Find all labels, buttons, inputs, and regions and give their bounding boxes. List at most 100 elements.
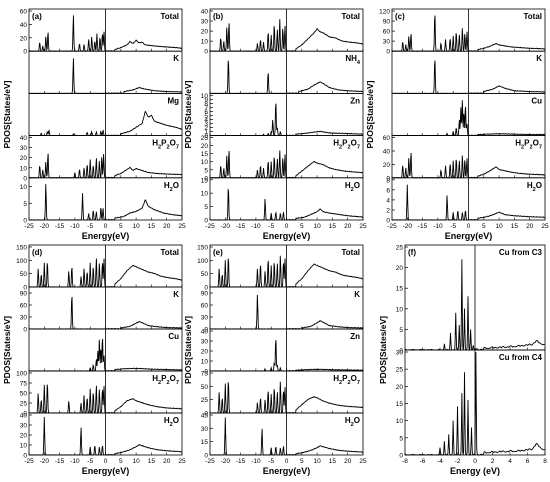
chart-letter-label: (d) <box>32 248 43 257</box>
x-tick-label: 25 <box>178 458 186 465</box>
panel-species-label: Total <box>160 248 179 257</box>
pdos-subpanel: 0 30 60 90 K <box>201 286 364 334</box>
panel-species-label: Zn <box>350 332 360 341</box>
x-axis-label: Energy(eV) <box>263 466 311 476</box>
pdos-subpanel: 0 25 50 75 100 H2P2O7 <box>16 371 183 418</box>
y-tick-label: 100 <box>16 371 27 378</box>
x-tick-label: 20 <box>526 223 534 230</box>
pdos-subpanel: 0 5 10 15 20 25 30 Cu from C4 <box>396 350 546 460</box>
x-tick-label: 0 <box>104 223 108 230</box>
panel-species-label: Cu <box>531 96 542 105</box>
pdos-subpanel: 0 30 60 90 K <box>20 286 183 334</box>
panel-species-label: H2O <box>345 416 360 428</box>
panel-species-label: Cu from C3 <box>499 248 543 257</box>
y-tick-label: 25 <box>201 135 209 142</box>
x-axis-label: Energy(eV) <box>82 231 130 241</box>
panel-species-label: H2P2O7 <box>333 374 360 386</box>
y-tick-label: 40 <box>20 413 28 420</box>
x-tick-label: -15 <box>236 223 246 230</box>
chart-c: 0 30 60 90 120 Total K Cu 0 20 40 60 H2P2O7 0 2 4 6 8 H2O (… <box>365 9 549 242</box>
y-tick-label: 40 <box>201 329 209 336</box>
pdos-subpanel: K <box>28 50 183 94</box>
y-tick-label: 0 <box>23 327 27 334</box>
panel-species-label: H2O <box>345 181 360 193</box>
y-tick-label: 8 <box>386 177 390 184</box>
x-axis-label: Energy(eV) <box>445 231 493 241</box>
pdos-subpanel: K <box>391 50 546 94</box>
y-tick-label: 25 <box>396 245 404 252</box>
x-tick-label: 0 <box>467 223 471 230</box>
pdos-subpanel: 0 20 40 60 Total <box>20 9 183 56</box>
panel-species-label: H2P2O7 <box>333 139 360 151</box>
y-tick-label: 50 <box>201 384 209 391</box>
x-tick-label: -2 <box>455 458 461 465</box>
panel-species-label: K <box>536 54 542 63</box>
y-tick-label: 20 <box>201 349 209 356</box>
y-tick-label: 0 <box>386 175 390 182</box>
x-tick-label: 4 <box>508 458 512 465</box>
y-tick-label: 5 <box>204 113 208 120</box>
panel-species-label: H2O <box>164 181 179 193</box>
panel-species-label: H2P2O7 <box>152 139 179 151</box>
x-tick-label: 0 <box>473 458 477 465</box>
x-tick-label: 20 <box>163 458 171 465</box>
x-tick-label: 10 <box>495 223 503 230</box>
y-tick-label: 5 <box>399 435 403 442</box>
y-tick-label: 15 <box>201 439 209 446</box>
y-axis-label: PDOS[States/eV] <box>2 80 12 148</box>
x-axis-label: Energy (eV) <box>450 466 500 476</box>
y-tick-label: 10 <box>396 306 404 313</box>
y-tick-label: 15 <box>396 286 404 293</box>
pdos-subpanel: 0 5 10 15 20 25 Cu from C3 <box>396 245 546 355</box>
x-tick-label: 0 <box>285 223 289 230</box>
y-tick-label: 7 <box>204 105 208 112</box>
chart-letter-label: (b) <box>213 12 224 21</box>
y-tick-label: 10 <box>20 443 28 450</box>
x-tick-label: -20 <box>40 458 50 465</box>
pdos-subpanel: 0 30 60 90 120 Total <box>379 9 546 56</box>
y-tick-label: 60 <box>383 29 391 36</box>
y-tick-label: 20 <box>201 143 209 150</box>
y-tick-label: 1 <box>204 129 208 136</box>
pdos-subpanel: Mg <box>28 93 183 137</box>
chart-letter-label: (f) <box>408 248 416 257</box>
y-tick-label: 25 <box>396 367 404 374</box>
x-tick-label: -15 <box>236 458 246 465</box>
panel-species-label: Total <box>341 12 360 21</box>
y-tick-label: 0 <box>23 453 27 460</box>
y-tick-label: 90 <box>20 291 28 298</box>
x-tick-label: 0 <box>285 458 289 465</box>
y-tick-label: 100 <box>197 258 208 265</box>
y-tick-label: 0 <box>204 369 208 376</box>
x-tick-label: 20 <box>344 458 352 465</box>
y-tick-label: 15 <box>396 401 404 408</box>
x-tick-label: 5 <box>300 458 304 465</box>
x-tick-label: -10 <box>433 223 443 230</box>
y-tick-label: 40 <box>20 22 28 29</box>
y-axis-label: PDOS[States/eV] <box>183 80 193 148</box>
y-tick-label: 30 <box>201 339 209 346</box>
y-tick-label: 30 <box>383 39 391 46</box>
panel-species-label: Total <box>160 12 179 21</box>
x-tick-label: -15 <box>55 458 65 465</box>
panel-species-label: H2P2O7 <box>515 139 542 151</box>
y-tick-label: 50 <box>20 271 28 278</box>
y-tick-label: 60 <box>383 135 391 142</box>
y-tick-label: 30 <box>201 426 209 433</box>
y-tick-label: 0 <box>23 285 27 292</box>
y-axis-label: PDOS[States/eV] <box>378 316 388 384</box>
x-tick-label: 10 <box>313 223 321 230</box>
y-axis-label: PDOS[States/eV] <box>2 316 12 384</box>
panel-species-label: Zn <box>350 96 360 105</box>
chart-a: 0 20 40 60 Total K Mg 0 10 20 30 40 H2P2O7 0 5 10 H2O (a)… <box>2 9 186 242</box>
y-tick-label: 0 <box>204 411 208 418</box>
x-tick-label: -4 <box>437 458 443 465</box>
x-tick-label: -15 <box>418 223 428 230</box>
y-tick-label: 5 <box>204 167 208 174</box>
chart-letter-label: (c) <box>395 12 405 21</box>
x-tick-label: 20 <box>163 223 171 230</box>
pdos-subpanel: 0 10 20 30 40 Zn <box>201 329 364 376</box>
x-tick-label: 5 <box>119 223 123 230</box>
